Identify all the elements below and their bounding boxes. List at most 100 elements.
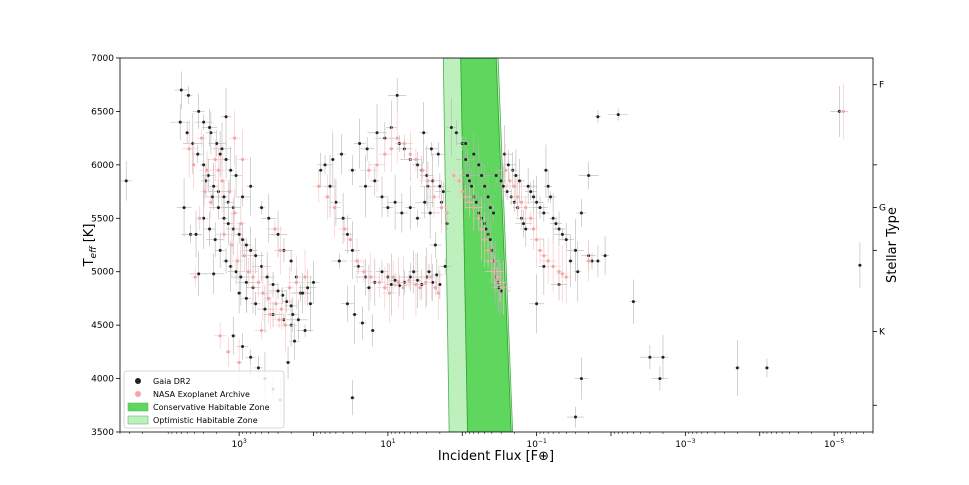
data-point bbox=[538, 206, 542, 210]
data-point bbox=[401, 286, 405, 290]
data-point bbox=[249, 355, 253, 359]
data-point bbox=[428, 211, 432, 215]
data-point bbox=[542, 264, 546, 268]
data-point bbox=[341, 216, 345, 220]
data-point bbox=[227, 189, 232, 194]
data-point bbox=[244, 243, 248, 247]
data-point bbox=[337, 259, 341, 263]
legend-label: Gaia DR2 bbox=[153, 377, 191, 386]
data-point bbox=[251, 275, 255, 279]
data-point bbox=[603, 254, 607, 258]
data-point bbox=[222, 195, 226, 199]
y-tick-label: 4500 bbox=[91, 321, 114, 331]
data-point bbox=[519, 200, 524, 204]
stellar-type-axis-label: Stellar Type bbox=[885, 207, 900, 283]
data-point bbox=[400, 211, 404, 215]
data-point bbox=[234, 174, 238, 178]
data-point bbox=[557, 227, 561, 231]
data-point bbox=[278, 248, 282, 252]
data-point bbox=[375, 163, 379, 167]
data-point bbox=[353, 312, 357, 316]
data-point bbox=[345, 232, 349, 236]
data-point bbox=[551, 216, 555, 220]
x-tick-label: 101 bbox=[380, 438, 395, 450]
data-point bbox=[436, 291, 440, 295]
data-point bbox=[596, 259, 600, 263]
data-point bbox=[308, 302, 312, 306]
data-points bbox=[120, 71, 862, 428]
data-point bbox=[438, 283, 442, 287]
data-point bbox=[334, 200, 338, 204]
data-point bbox=[289, 304, 293, 308]
data-point bbox=[514, 174, 518, 178]
data-point bbox=[224, 115, 228, 119]
data-point bbox=[576, 270, 580, 274]
data-point bbox=[464, 141, 468, 145]
data-point bbox=[256, 280, 261, 284]
x-tick-exponent: −5 bbox=[835, 438, 844, 445]
data-point bbox=[279, 307, 284, 311]
data-point bbox=[464, 158, 468, 162]
data-point bbox=[445, 211, 449, 215]
data-point bbox=[224, 259, 228, 263]
data-point bbox=[367, 286, 371, 290]
data-point bbox=[499, 179, 503, 183]
data-point bbox=[267, 216, 271, 220]
data-point bbox=[484, 227, 488, 231]
data-point bbox=[277, 318, 281, 322]
data-point bbox=[237, 360, 241, 365]
data-point bbox=[289, 259, 293, 263]
data-point bbox=[531, 227, 536, 231]
data-point bbox=[226, 350, 230, 354]
data-point bbox=[483, 184, 487, 188]
data-point bbox=[501, 184, 505, 188]
data-point bbox=[596, 115, 600, 119]
x-tick-exponent: −3 bbox=[687, 438, 696, 445]
y-tick-label: 6000 bbox=[91, 161, 114, 171]
data-point bbox=[186, 93, 190, 97]
data-point bbox=[235, 259, 240, 263]
data-point bbox=[424, 280, 428, 284]
data-point bbox=[226, 222, 230, 226]
habitable-zones bbox=[442, 58, 514, 432]
data-point bbox=[535, 238, 539, 242]
data-point bbox=[178, 120, 182, 124]
data-point bbox=[246, 270, 251, 274]
data-point bbox=[427, 270, 431, 274]
data-point bbox=[303, 275, 307, 279]
data-point bbox=[124, 179, 128, 183]
legend-label: Conservative Habitable Zone bbox=[153, 403, 270, 412]
data-point bbox=[429, 147, 433, 151]
data-point bbox=[395, 93, 399, 97]
data-point bbox=[373, 179, 377, 183]
data-point bbox=[517, 179, 521, 183]
data-point bbox=[274, 302, 278, 306]
data-point bbox=[587, 259, 591, 263]
data-point bbox=[312, 280, 316, 284]
data-point bbox=[199, 136, 204, 140]
legend-patch bbox=[127, 415, 149, 425]
data-point bbox=[230, 243, 234, 247]
data-point bbox=[206, 174, 210, 178]
data-point bbox=[554, 222, 558, 226]
data-point bbox=[325, 195, 330, 199]
data-point bbox=[452, 173, 456, 178]
data-point bbox=[216, 168, 221, 172]
data-point bbox=[524, 227, 528, 231]
data-point bbox=[296, 318, 300, 322]
y-tick-label: 6500 bbox=[91, 107, 114, 117]
data-point bbox=[281, 293, 285, 297]
data-point bbox=[239, 222, 243, 226]
data-point bbox=[187, 147, 191, 151]
data-point bbox=[294, 280, 298, 284]
data-point bbox=[328, 184, 332, 188]
x-tick-exponent: 3 bbox=[243, 438, 247, 445]
data-point bbox=[249, 184, 253, 188]
data-point bbox=[291, 312, 295, 316]
data-point bbox=[350, 396, 354, 400]
data-point bbox=[472, 152, 476, 156]
data-point bbox=[377, 280, 382, 284]
data-point bbox=[360, 321, 364, 325]
data-point bbox=[273, 227, 277, 231]
